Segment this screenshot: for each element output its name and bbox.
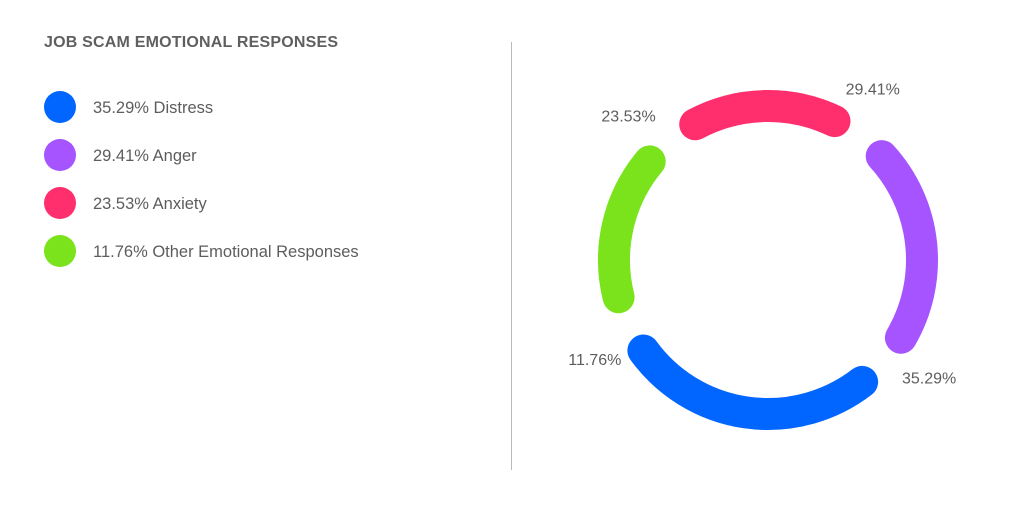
legend-label-distress: 35.29% Distress <box>93 98 214 117</box>
legend-item-other: 11.76% Other Emotional Responses <box>44 228 359 276</box>
donut-segment-2 <box>679 90 851 141</box>
vertical-divider <box>511 42 512 470</box>
legend-swatch-distress <box>44 91 76 123</box>
donut-segment-1 <box>598 145 666 314</box>
donut-segment-3 <box>865 140 938 354</box>
data-label-2: 29.41% <box>846 82 900 99</box>
legend-item-distress: 35.29% Distress <box>44 84 359 132</box>
chart-title: JOB SCAM EMOTIONAL RESPONSES <box>44 34 339 51</box>
data-label-4: 11.76% <box>568 352 621 369</box>
chart-legend: 35.29% Distress 29.41% Anger 23.53% Anxi… <box>44 84 359 276</box>
legend-label-anxiety: 23.53% Anxiety <box>93 194 207 213</box>
legend-swatch-anger <box>44 139 76 171</box>
data-label-1: 23.53% <box>601 109 655 126</box>
legend-swatch-anxiety <box>44 187 76 219</box>
data-label-3: 35.29% <box>902 370 956 387</box>
legend-label-anger: 29.41% Anger <box>93 146 197 165</box>
legend-item-anger: 29.41% Anger <box>44 132 359 180</box>
legend-swatch-other <box>44 235 76 267</box>
legend-label-other: 11.76% Other Emotional Responses <box>93 242 359 261</box>
legend-item-anxiety: 23.53% Anxiety <box>44 180 359 228</box>
donut-segment-4 <box>627 334 879 430</box>
